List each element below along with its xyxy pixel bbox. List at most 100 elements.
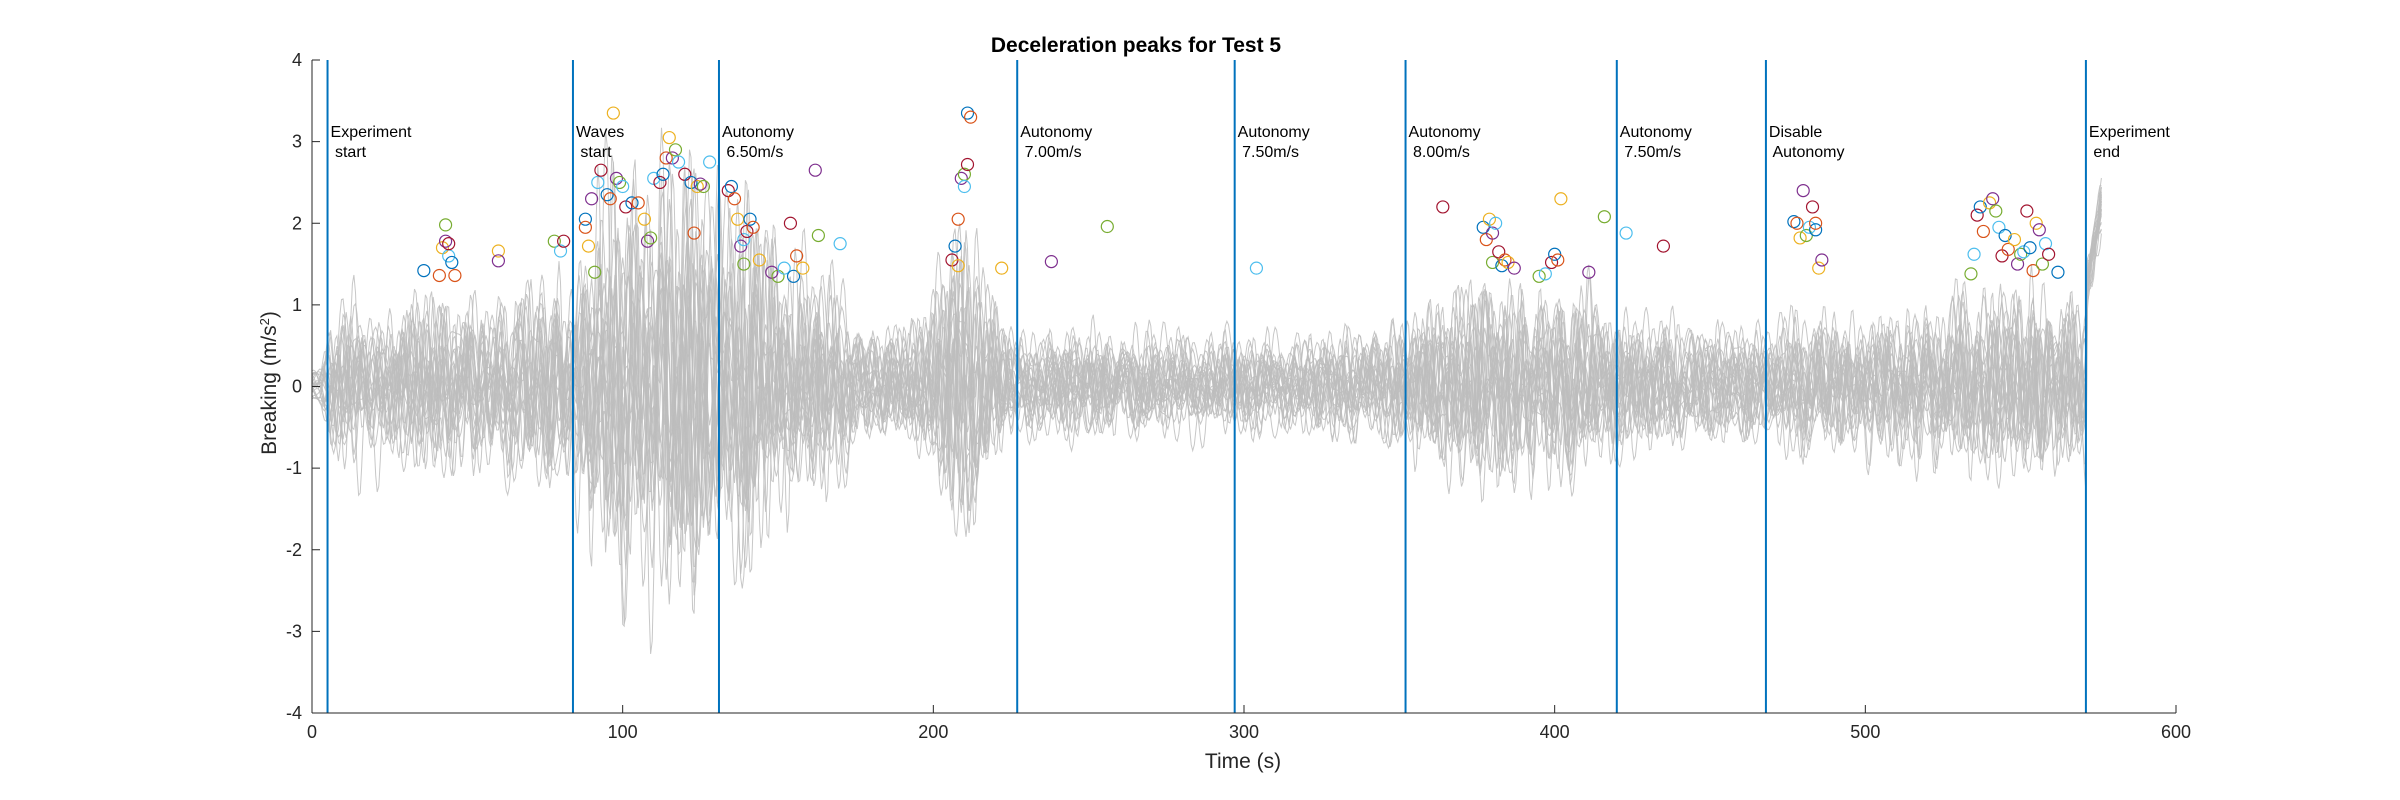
peak-marker: [581, 239, 596, 253]
peak-marker: [1656, 239, 1671, 253]
event-label-line2: 6.50m/s: [722, 144, 783, 161]
event-label-line1: Autonomy: [1020, 124, 1092, 141]
peak-marker: [746, 220, 760, 234]
peak-marker: [662, 130, 676, 145]
peak-marker: [606, 106, 620, 120]
peak-marker: [960, 106, 975, 120]
peak-marker: [1809, 223, 1823, 237]
peak-marker: [1479, 232, 1493, 247]
event-label-line1: Autonomy: [1238, 124, 1310, 141]
peak-marker: [640, 234, 655, 248]
peak-marker: [1597, 210, 1611, 224]
peak-marker: [625, 196, 639, 210]
peak-marker: [1100, 219, 1114, 234]
peak-marker: [1986, 192, 2000, 206]
peak-marker: [1532, 269, 1546, 283]
peak-marker: [2014, 247, 2028, 261]
braking-trace: [311, 189, 2102, 580]
peak-marker: [1964, 267, 1978, 281]
peak-marker: [557, 234, 571, 248]
peak-marker: [547, 234, 561, 248]
event-label: Experiment end: [2089, 124, 2170, 161]
x-tick-label: 100: [608, 722, 638, 742]
y-tick-label: -1: [286, 458, 302, 478]
peak-marker: [1790, 216, 1804, 230]
y-tick-label: 1: [292, 295, 302, 315]
peak-marker: [442, 237, 456, 251]
y-tick-label: 0: [292, 377, 302, 397]
peak-marker: [1538, 267, 1552, 281]
peak-marker: [1805, 200, 1820, 214]
peak-marker: [1485, 255, 1500, 270]
peak-marker: [588, 265, 602, 279]
peak-marker: [1044, 255, 1058, 269]
peak-marker: [786, 269, 801, 283]
peak-marker: [417, 263, 431, 278]
peak-markers: [417, 106, 2065, 283]
peak-marker: [578, 212, 592, 226]
peak-marker: [796, 261, 810, 275]
braking-trace: [311, 149, 2102, 548]
peak-marker: [696, 179, 711, 194]
event-label-line1: Autonomy: [1620, 124, 1692, 141]
peak-marker: [734, 239, 748, 253]
peak-marker: [448, 268, 462, 283]
event-label-line2: start: [576, 144, 612, 161]
peak-marker: [1989, 204, 2003, 218]
peak-marker: [1544, 255, 1559, 270]
peak-marker: [1582, 265, 1596, 279]
braking-traces: [311, 127, 2102, 654]
peak-marker: [2010, 257, 2025, 271]
peak-marker: [964, 110, 978, 124]
peak-marker: [491, 244, 505, 258]
event-label-line2: 8.00m/s: [1409, 144, 1470, 161]
peak-marker: [668, 143, 683, 157]
event-label-line2: 7.50m/s: [1238, 144, 1299, 161]
x-tick-label: 300: [1229, 722, 1259, 742]
peak-marker: [690, 179, 704, 194]
peak-marker: [1793, 231, 1807, 245]
peak-marker: [491, 254, 505, 268]
peak-marker: [957, 179, 972, 194]
peak-marker: [1976, 224, 1990, 239]
peak-marker: [2020, 204, 2034, 218]
peak-marker: [1799, 228, 1813, 243]
peak-marker: [1485, 226, 1500, 240]
x-tick-label: 400: [1540, 722, 1570, 742]
braking-trace: [311, 178, 2102, 587]
y-axis-label: Breaking (m/s2): [257, 311, 282, 455]
peak-marker: [721, 184, 735, 198]
x-tick-label: 500: [1850, 722, 1880, 742]
peak-marker: [609, 171, 624, 185]
peak-marker: [811, 228, 825, 243]
peak-marker: [1809, 216, 1823, 230]
peak-marker: [737, 232, 751, 247]
y-tick-label: 3: [292, 132, 302, 152]
peak-marker: [2035, 257, 2050, 271]
y-tick-label: -3: [286, 621, 302, 641]
peak-marker: [2032, 223, 2046, 237]
peak-marker: [743, 212, 757, 226]
peak-marker: [653, 175, 667, 190]
peak-marker: [960, 157, 975, 172]
peak-marker: [659, 151, 673, 165]
peak-marker: [1498, 253, 1512, 267]
peak-marker: [1812, 261, 1826, 275]
peak-marker: [1973, 200, 1987, 214]
peak-marker: [631, 196, 645, 210]
peak-marker: [1796, 184, 1810, 198]
peak-marker: [445, 255, 459, 270]
peak-marker: [671, 155, 686, 169]
event-label-line2: 7.50m/s: [1620, 144, 1681, 161]
y-axis-label-end: ): [258, 311, 281, 318]
event-label-line1: Experiment: [2089, 124, 2170, 141]
x-tick-label: 600: [2161, 722, 2191, 742]
peak-marker: [693, 177, 707, 191]
event-label-line2: 7.00m/s: [1020, 144, 1081, 161]
braking-trace: [311, 213, 2102, 539]
event-label-line1: Disable: [1769, 124, 1822, 141]
peak-marker: [594, 163, 608, 177]
peak-marker: [2001, 242, 2015, 256]
peak-marker: [584, 192, 599, 206]
